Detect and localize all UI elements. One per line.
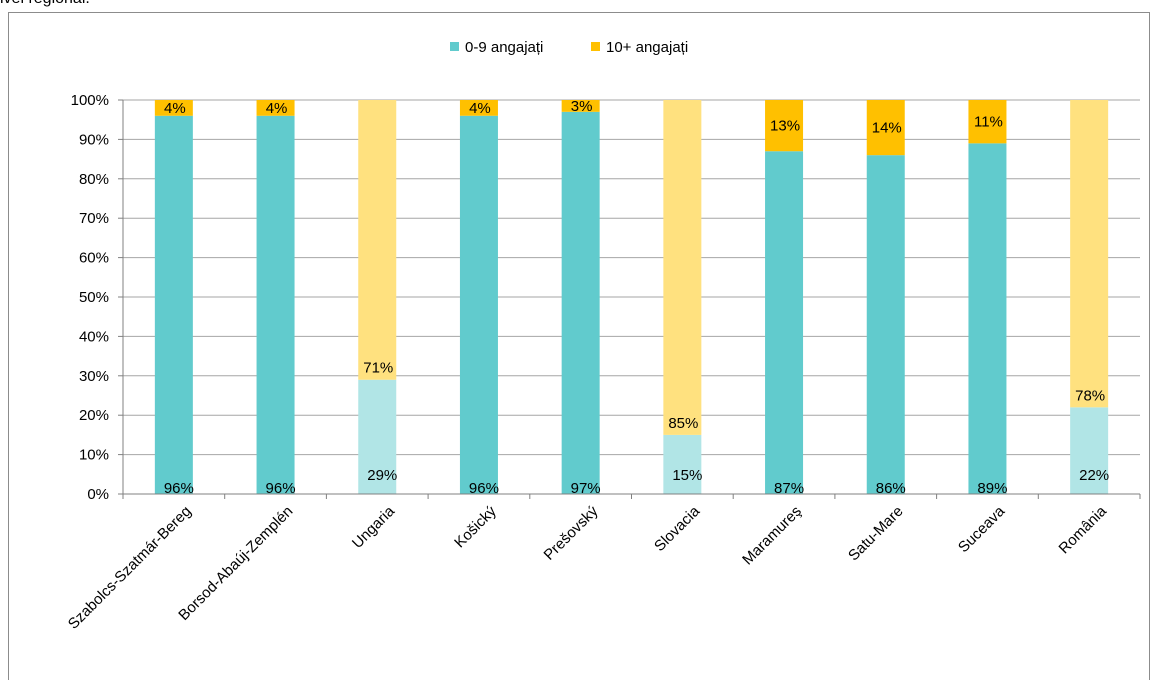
legend-label-10-plus: 10+ angajați: [606, 39, 688, 56]
bar-segment-0-9: [256, 115, 295, 494]
y-tick-label: 80%: [79, 171, 109, 188]
data-label-0-9: 86%: [876, 480, 906, 497]
x-tick-label: Košický: [451, 502, 500, 551]
legend: 0-9 angajați 10+ angajați: [450, 39, 688, 56]
data-label-0-9: 96%: [164, 480, 194, 497]
axes: [122, 100, 1140, 495]
bar-segment-0-9: [154, 115, 193, 494]
x-tick-label: Satu-Mare: [845, 503, 907, 565]
data-label-0-9: 15%: [672, 467, 702, 484]
x-tick-label: Maramureş: [739, 503, 805, 569]
y-tick-label: 90%: [79, 131, 109, 148]
data-label-10-plus: 4%: [469, 100, 491, 117]
data-label-0-9: 29%: [367, 467, 397, 484]
x-axis-ticks: Szabolcs-Szatmár-BeregBorsod-Abaúj-Zempl…: [65, 494, 1141, 633]
data-label-10-plus: 3%: [571, 98, 593, 115]
data-label-0-9: 97%: [571, 480, 601, 497]
bars: [154, 100, 1109, 494]
legend-swatch-10-plus: [591, 42, 600, 51]
bar-segment-0-9: [459, 115, 498, 494]
bar-segment-10-plus: [358, 100, 397, 380]
y-tick-label: 50%: [79, 289, 109, 306]
data-label-10-plus: 4%: [266, 100, 288, 117]
y-tick-label: 30%: [79, 368, 109, 385]
bar-segment-10-plus: [561, 100, 600, 112]
data-label-10-plus: 85%: [668, 415, 698, 432]
bar-segment-10-plus: [154, 100, 193, 116]
bar-segment-10-plus: [866, 100, 905, 156]
bar-segment-0-9: [866, 155, 905, 494]
y-tick-label: 20%: [79, 407, 109, 424]
bar-segment-10-plus: [968, 100, 1007, 144]
chart-frame: [8, 12, 1150, 680]
data-label-0-9: 22%: [1079, 467, 1109, 484]
x-tick-label: Prešovský: [541, 502, 602, 563]
bar-segment-0-9: [358, 379, 397, 494]
y-tick-label: 60%: [79, 250, 109, 267]
bar-segment-0-9: [663, 434, 702, 494]
x-tick-label: Borsod-Abaúj-Zemplén: [175, 503, 296, 624]
data-label-10-plus: 14%: [872, 120, 902, 137]
bar-segment-0-9: [561, 111, 600, 494]
page-top-text: ivel regional.: [0, 0, 90, 8]
x-tick-label: Slovacia: [651, 502, 704, 555]
bar-segment-0-9: [968, 143, 1007, 494]
x-tick-label: Szabolcs-Szatmár-Bereg: [65, 503, 195, 633]
bar-segment-0-9: [1070, 407, 1109, 494]
data-labels: 96% 4% 96% 4% 29% 71% 96% 4% 97% 3% 15% 85% 87% 13% 86…: [164, 98, 1109, 497]
y-tick-label: 0%: [87, 486, 109, 503]
y-tick-label: 40%: [79, 328, 109, 345]
y-tick-label: 70%: [79, 210, 109, 227]
x-tick-label: Suceava: [955, 502, 1009, 556]
x-tick-label: România: [1056, 502, 1111, 557]
bar-segment-0-9: [765, 151, 804, 494]
data-label-10-plus: 11%: [974, 114, 1003, 131]
y-tick-label: 100%: [71, 92, 109, 109]
bar-segment-10-plus: [765, 100, 804, 152]
y-axis-ticks: 0% 10% 20% 30% 40% 50% 60% 70% 80% 90% 100%: [71, 92, 123, 503]
bar-segment-10-plus: [1070, 100, 1109, 408]
y-tick-label: 10%: [79, 447, 109, 464]
data-label-10-plus: 71%: [363, 360, 393, 377]
data-label-0-9: 89%: [977, 480, 1007, 497]
x-tick-label: Ungaria: [349, 502, 399, 552]
data-label-10-plus: 13%: [770, 118, 800, 135]
legend-label-0-9: 0-9 angajați: [465, 39, 543, 56]
bar-segment-10-plus: [663, 100, 702, 435]
bar-segment-10-plus: [256, 100, 295, 116]
data-label-10-plus: 78%: [1075, 387, 1105, 404]
data-label-0-9: 96%: [469, 480, 499, 497]
data-label-0-9: 87%: [774, 480, 804, 497]
data-label-0-9: 96%: [266, 480, 296, 497]
legend-swatch-0-9: [450, 42, 459, 51]
data-label-10-plus: 4%: [164, 100, 186, 117]
bar-segment-10-plus: [459, 100, 498, 116]
